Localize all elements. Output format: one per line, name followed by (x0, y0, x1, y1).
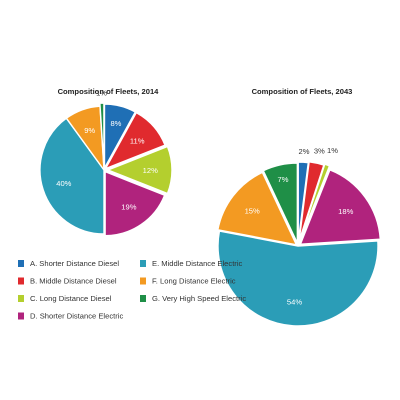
pie-2043-label-d: 18% (338, 207, 353, 216)
pie-2043-label-c: 1% (327, 146, 338, 155)
pie-2043-slice-a (297, 161, 310, 243)
legend: A. Shorter Distance Diesel B. Middle Dist… (18, 259, 246, 321)
pie-2043-label-f: 15% (245, 206, 260, 215)
pie-2043-slices: 2% 3% 1% 18% 54% 15% 7% (217, 146, 382, 327)
pie-2043-slice-c (299, 163, 331, 241)
legend-label-c: C. Long Distance Diesel (30, 294, 112, 303)
pie-2014-slice-d (104, 170, 166, 237)
pie-2014-slice-b (103, 111, 166, 171)
legend-swatch-b (18, 277, 24, 285)
legend-label-d: D. Shorter Distance Electric (30, 312, 123, 321)
pie-2043-slice-g (262, 162, 299, 244)
pie-2043-slice-f (217, 171, 298, 246)
pie-2014-label-c: 12% (143, 166, 158, 175)
pie-2014-slice-e (39, 117, 105, 235)
legend-label-a: A. Shorter Distance Diesel (30, 259, 119, 268)
pie-2014-label-g: 1% (96, 89, 107, 98)
legend-swatch-c (18, 295, 24, 302)
pie-2043-label-a: 2% (298, 147, 309, 156)
pie-2043-label-e: 54% (287, 298, 302, 307)
pie-2014-label-a: 8% (110, 119, 121, 128)
legend-label-e: E. Middle Distance Electric (152, 259, 243, 268)
pie-2014-slice-c (106, 145, 173, 195)
pie-2014-slices: 8% 11% 12% 19% 40% 9% 1% (39, 89, 173, 237)
legend-swatch-e (140, 260, 146, 267)
pie-2043-slice-d (299, 168, 382, 246)
legend-label-f: F. Long Distance Electric (152, 277, 236, 286)
legend-label-b: B. Middle Distance Diesel (30, 277, 117, 286)
legend-label-g: G. Very High Speed Electric (152, 294, 246, 303)
pie-2043-label-b: 3% (314, 146, 325, 155)
pie-2014-label-f: 9% (84, 126, 95, 135)
legend-swatch-a (18, 260, 24, 267)
legend-swatch-g (140, 295, 146, 302)
pie-chart-2014: Composition of Fleets, 2014 8% 11% 12% 19% 4… (39, 87, 173, 237)
pie-2043-slice-e (217, 230, 379, 327)
pie-2014-label-e: 40% (56, 179, 71, 188)
chart-title-2014: Composition of Fleets, 2014 (58, 87, 160, 96)
pie-2014-label-b: 11% (130, 137, 145, 146)
pie-chart-2043: Composition of Fleets, 2043 2% 3% 1% 18% 54%… (217, 87, 382, 327)
pie-2014-slice-g (99, 102, 105, 168)
legend-swatch-f (140, 277, 146, 285)
legend-swatch-d (18, 312, 24, 320)
pie-2014-label-d: 19% (121, 202, 136, 211)
chart-title-2043: Composition of Fleets, 2043 (252, 87, 353, 96)
pie-2043-label-g: 7% (278, 175, 289, 184)
